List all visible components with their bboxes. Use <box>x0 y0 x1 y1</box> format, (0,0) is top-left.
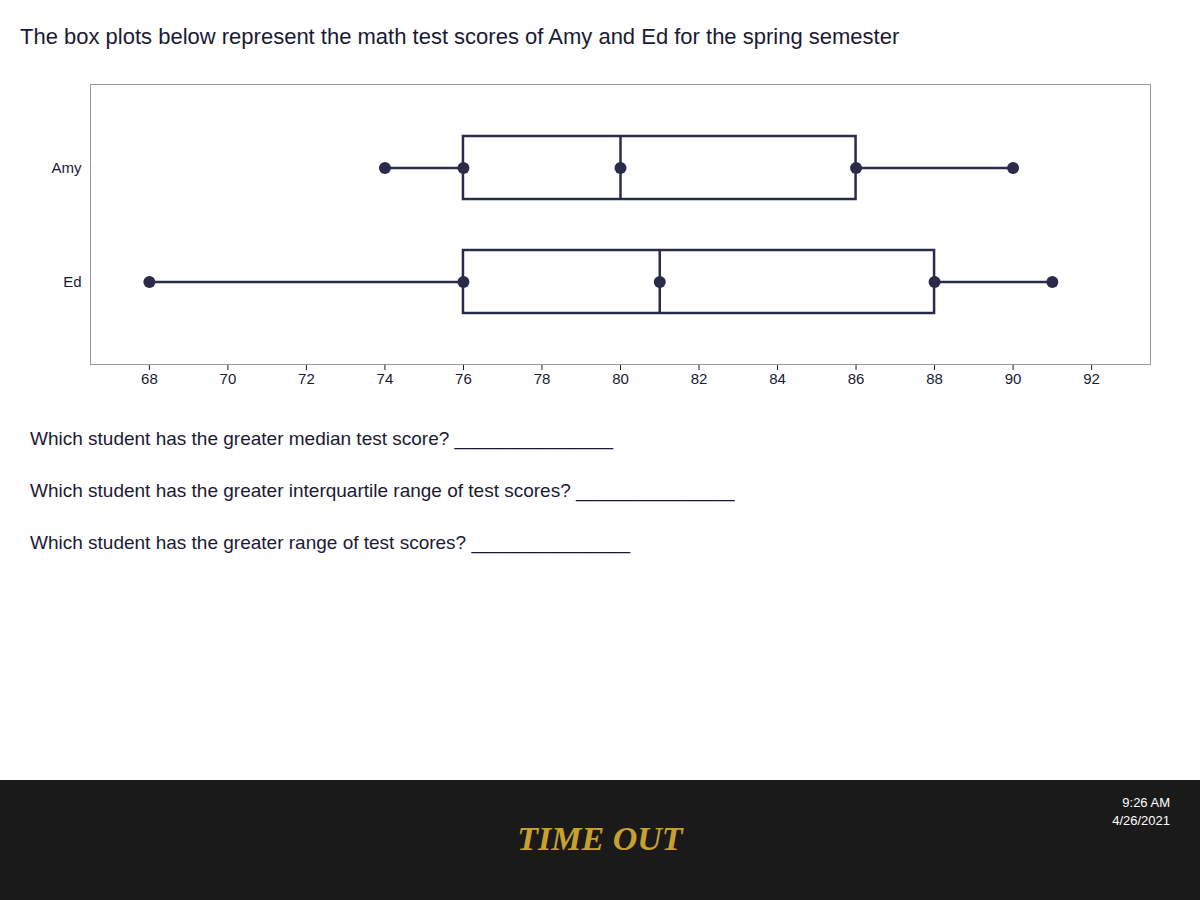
html-text:Which student has the greater: Which student has the greater interquart… <box>30 480 735 501</box>
svg-text:78: 78 <box>534 370 551 387</box>
html-text:4/26/2021: 4/26/2021 <box>1112 813 1170 828</box>
svg-text:82: 82 <box>691 370 708 387</box>
svg-text:70: 70 <box>220 370 237 387</box>
html-text:The box plots below represent: The box plots below represent the math t… <box>20 24 900 49</box>
svg-text:80: 80 <box>612 370 629 387</box>
svg-text:68: 68 <box>141 370 158 387</box>
svg-text:90: 90 <box>1005 370 1022 387</box>
svg-text:88: 88 <box>926 370 943 387</box>
svg-text:74: 74 <box>377 370 394 387</box>
svg-text:84: 84 <box>769 370 786 387</box>
html-text:Which student has the greater: Which student has the greater median tes… <box>30 428 614 449</box>
svg-text:72: 72 <box>298 370 315 387</box>
html-text:TIME OUT: TIME OUT <box>517 820 683 857</box>
svg-text:Amy: Amy <box>52 159 83 176</box>
svg-text:92: 92 <box>1083 370 1100 387</box>
svg-text:86: 86 <box>848 370 865 387</box>
svg-text:76: 76 <box>455 370 472 387</box>
svg-text:Ed: Ed <box>63 273 81 290</box>
html-text:Which student has the greater: Which student has the greater range of t… <box>30 532 630 553</box>
html-text:9:26 AM: 9:26 AM <box>1122 795 1170 810</box>
